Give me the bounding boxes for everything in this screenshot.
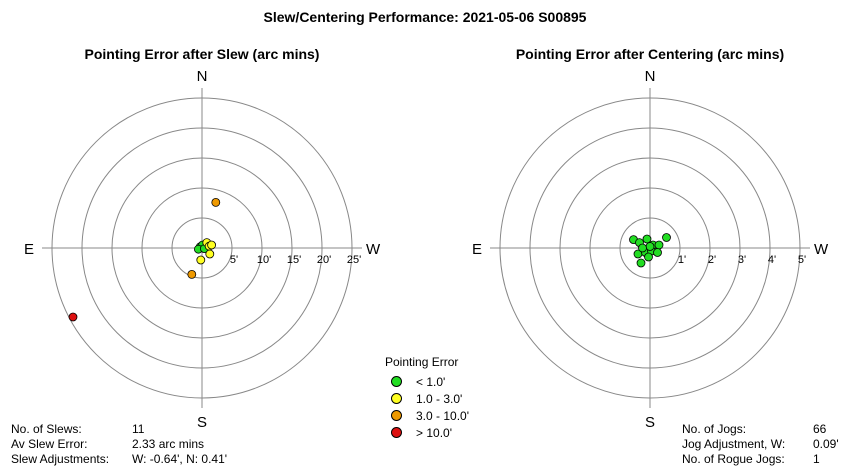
centering-ring-label: 4'	[768, 254, 776, 266]
slew-data-point	[205, 249, 215, 259]
slew-stat-value: 2.33 arc mins	[132, 437, 205, 451]
centering-data-point	[638, 243, 647, 253]
legend-item: > 10.0'	[385, 424, 469, 441]
centering-data-point	[644, 252, 653, 262]
jog-stat-value: 1	[813, 452, 820, 466]
centering-compass-w: W	[814, 241, 829, 258]
jog-stat-value: 66	[813, 422, 827, 436]
slew-stat-row: No. of Slews: 11	[11, 422, 227, 437]
slew-data-point	[196, 255, 206, 265]
centering-ring-label: 1'	[678, 254, 686, 266]
centering-compass-s: S	[645, 414, 655, 431]
slew-stat-label: Slew Adjustments:	[11, 452, 110, 466]
slew-ring-label: 5'	[230, 254, 238, 266]
legend-dot-red	[391, 427, 402, 438]
slew-stat-row: Slew Adjustments: W: -0.64', N: 0.41'	[11, 452, 227, 467]
legend: Pointing Error < 1.0' 1.0 - 3.0' 3.0 - 1…	[385, 355, 469, 441]
legend-dot-orange	[391, 410, 402, 421]
legend-item: 1.0 - 3.0'	[385, 390, 469, 407]
centering-data-point	[645, 242, 655, 251]
legend-label: 3.0 - 10.0'	[416, 408, 469, 423]
centering-compass-e: E	[472, 241, 482, 258]
jog-stat-value: 0.09'	[813, 437, 839, 451]
slew-data-point	[68, 312, 78, 322]
centering-data-point	[636, 258, 646, 268]
slew-data-point	[187, 269, 197, 279]
legend-label: 1.0 - 3.0'	[416, 391, 463, 406]
page-title: Slew/Centering Performance: 2021-05-06 S…	[263, 9, 587, 25]
slew-compass-s: S	[197, 414, 207, 431]
slew-ring-label: 10'	[257, 254, 271, 266]
jog-stats: No. of Jogs: 66 Jog Adjustment, W: 0.09'…	[682, 422, 839, 467]
jog-stat-row: Jog Adjustment, W: 0.09'	[682, 437, 839, 452]
centering-ring-label: 2'	[708, 254, 716, 266]
centering-compass-n: N	[645, 68, 656, 85]
centering-data-point	[642, 234, 652, 244]
slew-stat-value: 11	[132, 422, 145, 436]
slew-stat-label: No. of Slews:	[11, 422, 82, 436]
slew-compass-e: E	[24, 241, 34, 258]
jog-stat-label: Jog Adjustment, W:	[682, 437, 786, 451]
legend-label: > 10.0'	[416, 425, 452, 440]
jog-stat-label: No. of Jogs:	[682, 422, 747, 436]
slew-ring-label: 20'	[317, 254, 331, 266]
centering-data-point	[654, 240, 664, 250]
jog-stat-row: No. of Jogs: 66	[682, 422, 839, 437]
centering-ring-label: 3'	[738, 254, 746, 266]
slew-chart-title: Pointing Error after Slew (arc mins)	[85, 46, 320, 62]
slew-stat-row: Av Slew Error: 2.33 arc mins	[11, 437, 227, 452]
slew-ring-label: 25'	[347, 254, 361, 266]
centering-data-point	[653, 248, 662, 257]
slew-stat-label: Av Slew Error:	[11, 437, 88, 451]
slew-compass-w: W	[366, 241, 381, 258]
slew-compass-n: N	[197, 68, 208, 85]
jog-stat-row: No. of Rogue Jogs: 1	[682, 452, 839, 467]
legend-item: < 1.0'	[385, 373, 469, 390]
legend-title: Pointing Error	[385, 355, 459, 369]
legend-dot-yellow	[391, 393, 402, 404]
slew-data-point	[207, 240, 217, 250]
centering-data-point	[662, 233, 671, 242]
jog-stat-label: No. of Rogue Jogs:	[682, 452, 785, 466]
centering-ring-label: 5'	[798, 254, 806, 266]
slew-ring-label: 15'	[287, 254, 301, 266]
legend-dot-green	[391, 376, 402, 387]
centering-chart-title: Pointing Error after Centering (arc mins…	[516, 46, 784, 62]
legend-item: 3.0 - 10.0'	[385, 407, 469, 424]
legend-label: < 1.0'	[416, 374, 446, 389]
slew-stat-value: W: -0.64', N: 0.41'	[132, 452, 228, 466]
slew-stats: No. of Slews: 11 Av Slew Error: 2.33 arc…	[11, 422, 227, 467]
slew-data-point	[211, 197, 221, 207]
